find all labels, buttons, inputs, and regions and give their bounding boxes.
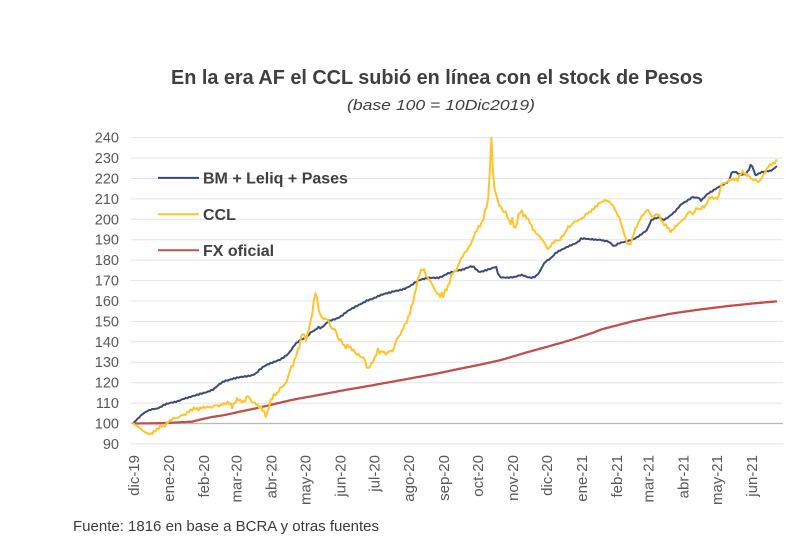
svg-text:ago-20: ago-20 [401,455,418,502]
svg-text:230: 230 [95,151,119,167]
svg-text:FX oficial: FX oficial [203,243,274,260]
svg-text:BM + Leliq + Pases: BM + Leliq + Pases [203,171,348,188]
svg-text:ene-20: ene-20 [161,455,178,502]
svg-text:180: 180 [95,253,119,269]
svg-text:240: 240 [95,131,119,147]
svg-text:mar-21: mar-21 [640,455,657,503]
svg-text:150: 150 [95,314,119,330]
svg-text:190: 190 [95,233,119,249]
svg-text:feb-21: feb-21 [609,455,626,498]
svg-text:jun-21: jun-21 [744,455,761,498]
svg-text:200: 200 [95,212,119,228]
svg-text:110: 110 [96,396,119,412]
svg-text:feb-20: feb-20 [196,455,213,498]
svg-text:jun-20: jun-20 [332,455,349,498]
svg-text:Fuente: 1816 en base a BCRA y: Fuente: 1816 en base a BCRA y otras fuen… [73,518,379,535]
svg-text:abr-20: abr-20 [264,455,281,498]
svg-text:CCL: CCL [203,207,236,224]
svg-text:220: 220 [95,172,119,188]
svg-text:130: 130 [95,355,119,371]
svg-text:100: 100 [95,417,119,433]
svg-text:(base 100 = 10Dic2019): (base 100 = 10Dic2019) [347,97,535,114]
svg-text:160: 160 [95,294,119,310]
svg-text:ene-21: ene-21 [574,455,591,502]
svg-text:mar-20: mar-20 [229,455,246,503]
svg-text:210: 210 [95,192,119,208]
svg-text:90: 90 [103,437,119,453]
svg-text:jul-20: jul-20 [366,455,383,493]
svg-text:170: 170 [95,274,119,290]
svg-text:may-21: may-21 [709,455,726,505]
svg-text:140: 140 [95,335,119,351]
svg-text:dic-20: dic-20 [539,455,556,496]
svg-text:oct-20: oct-20 [470,455,487,497]
svg-text:nov-20: nov-20 [505,455,522,501]
svg-text:dic-19: dic-19 [126,455,143,496]
svg-text:En la era AF el CCL subió en l: En la era AF el CCL subió en línea con e… [171,67,703,89]
svg-text:may-20: may-20 [298,455,315,505]
svg-text:abr-21: abr-21 [675,455,692,498]
svg-text:sep-20: sep-20 [436,455,453,501]
svg-text:120: 120 [95,376,119,392]
